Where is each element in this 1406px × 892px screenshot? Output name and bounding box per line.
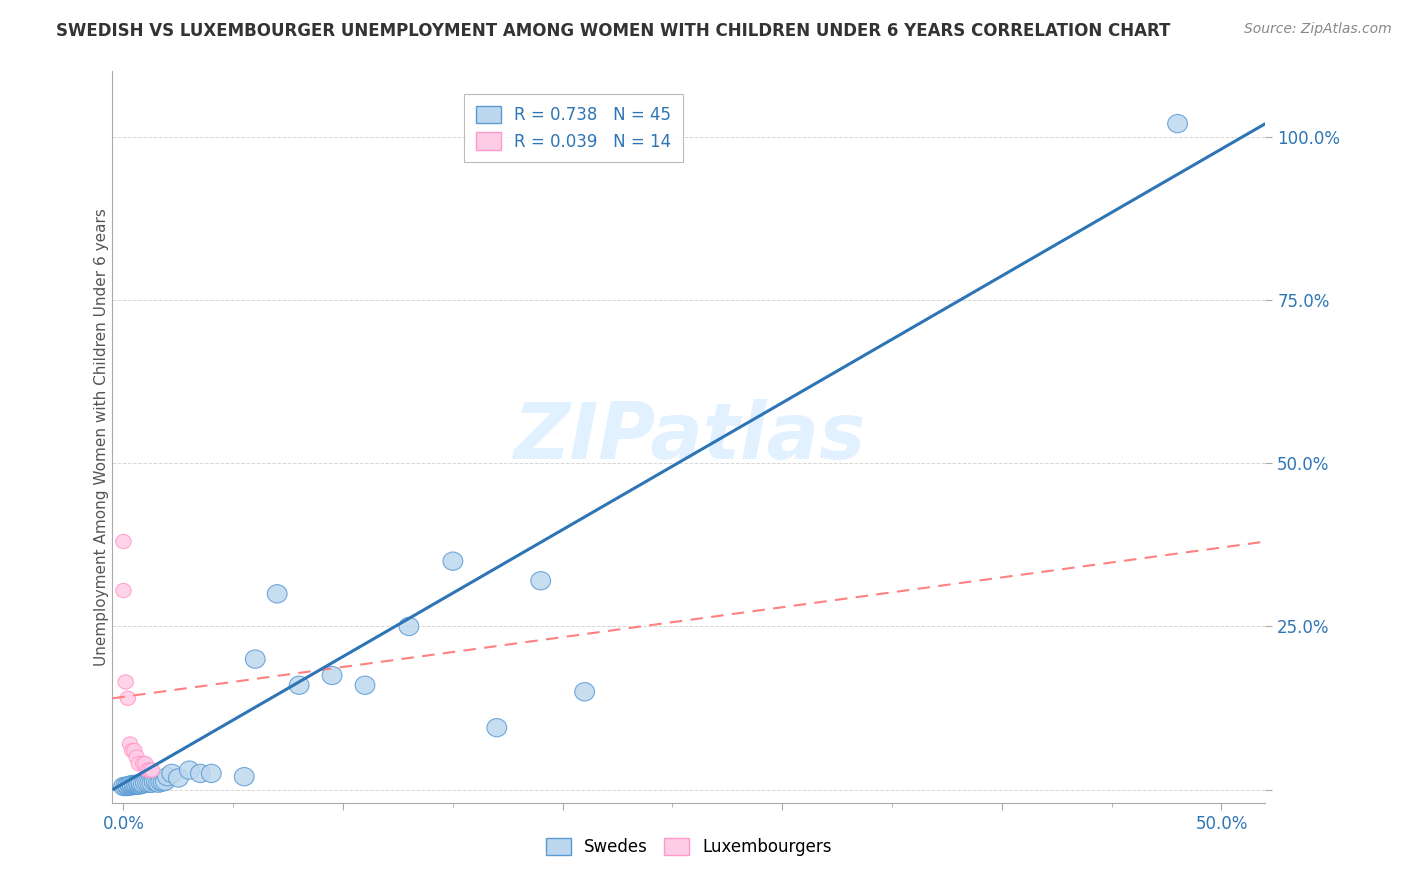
Ellipse shape xyxy=(267,584,287,603)
Ellipse shape xyxy=(146,772,166,791)
Ellipse shape xyxy=(142,774,162,792)
Ellipse shape xyxy=(127,776,146,794)
Ellipse shape xyxy=(149,774,169,792)
Ellipse shape xyxy=(190,764,211,782)
Ellipse shape xyxy=(120,777,141,795)
Ellipse shape xyxy=(125,743,141,757)
Ellipse shape xyxy=(138,756,153,771)
Ellipse shape xyxy=(142,763,157,777)
Ellipse shape xyxy=(129,750,145,764)
Legend: Swedes, Luxembourgers: Swedes, Luxembourgers xyxy=(534,826,844,868)
Ellipse shape xyxy=(155,772,176,790)
Ellipse shape xyxy=(180,761,200,780)
Ellipse shape xyxy=(153,772,173,791)
Ellipse shape xyxy=(122,777,142,795)
Ellipse shape xyxy=(486,719,506,737)
Ellipse shape xyxy=(1167,114,1188,133)
Ellipse shape xyxy=(245,650,266,668)
Ellipse shape xyxy=(290,676,309,694)
Ellipse shape xyxy=(131,775,150,794)
Ellipse shape xyxy=(531,572,551,590)
Ellipse shape xyxy=(129,775,149,793)
Ellipse shape xyxy=(131,756,146,771)
Y-axis label: Unemployment Among Women with Children Under 6 years: Unemployment Among Women with Children U… xyxy=(94,208,108,666)
Ellipse shape xyxy=(122,737,138,751)
Ellipse shape xyxy=(134,775,153,793)
Ellipse shape xyxy=(122,775,142,794)
Ellipse shape xyxy=(145,772,165,791)
Ellipse shape xyxy=(135,756,150,771)
Ellipse shape xyxy=(322,666,342,684)
Ellipse shape xyxy=(162,764,181,782)
Ellipse shape xyxy=(356,676,375,694)
Ellipse shape xyxy=(575,682,595,701)
Text: ZIPatlas: ZIPatlas xyxy=(513,399,865,475)
Text: Source: ZipAtlas.com: Source: ZipAtlas.com xyxy=(1244,22,1392,37)
Ellipse shape xyxy=(157,767,177,786)
Ellipse shape xyxy=(235,767,254,786)
Ellipse shape xyxy=(150,772,170,791)
Ellipse shape xyxy=(138,774,157,792)
Ellipse shape xyxy=(118,777,138,795)
Ellipse shape xyxy=(115,777,135,796)
Ellipse shape xyxy=(399,617,419,636)
Ellipse shape xyxy=(169,769,188,787)
Ellipse shape xyxy=(145,763,160,777)
Ellipse shape xyxy=(118,777,138,796)
Ellipse shape xyxy=(125,776,145,794)
Ellipse shape xyxy=(135,774,155,792)
Ellipse shape xyxy=(141,763,155,777)
Ellipse shape xyxy=(125,775,145,794)
Ellipse shape xyxy=(120,691,135,706)
Ellipse shape xyxy=(131,774,150,792)
Ellipse shape xyxy=(118,675,134,690)
Ellipse shape xyxy=(141,774,160,792)
Ellipse shape xyxy=(115,534,131,549)
Text: SWEDISH VS LUXEMBOURGER UNEMPLOYMENT AMONG WOMEN WITH CHILDREN UNDER 6 YEARS COR: SWEDISH VS LUXEMBOURGER UNEMPLOYMENT AMO… xyxy=(56,22,1171,40)
Ellipse shape xyxy=(127,743,142,757)
Ellipse shape xyxy=(127,775,146,794)
Ellipse shape xyxy=(129,776,149,794)
Ellipse shape xyxy=(115,583,131,598)
Ellipse shape xyxy=(114,777,134,796)
Ellipse shape xyxy=(443,552,463,570)
Ellipse shape xyxy=(120,776,141,794)
Ellipse shape xyxy=(201,764,221,782)
